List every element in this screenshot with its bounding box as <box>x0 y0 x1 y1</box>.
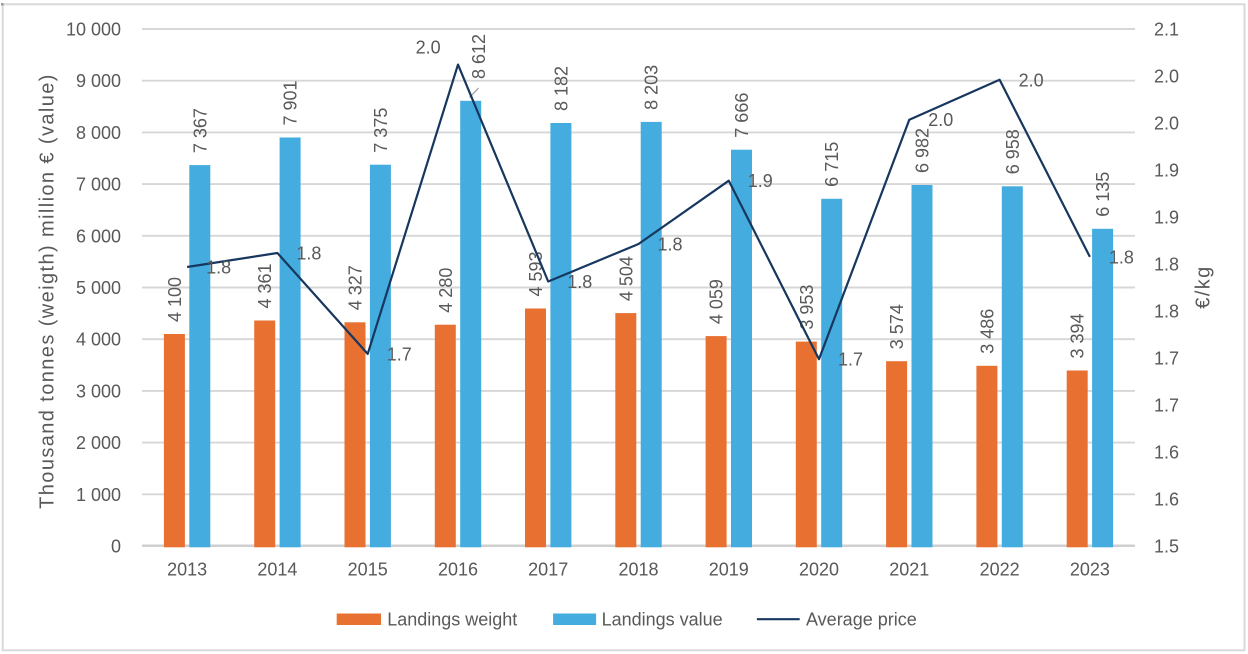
svg-text:1.8: 1.8 <box>206 258 231 278</box>
svg-text:3 486: 3 486 <box>977 309 997 354</box>
svg-text:2014: 2014 <box>257 560 297 580</box>
svg-text:1.9: 1.9 <box>1154 161 1179 181</box>
svg-text:4 504: 4 504 <box>616 256 636 301</box>
svg-text:8 203: 8 203 <box>642 65 662 110</box>
svg-text:8 612: 8 612 <box>469 34 489 79</box>
svg-text:3 000: 3 000 <box>76 381 121 401</box>
svg-text:5 000: 5 000 <box>76 278 121 298</box>
svg-text:4 327: 4 327 <box>346 265 366 310</box>
svg-text:8 000: 8 000 <box>76 123 121 143</box>
svg-text:1.8: 1.8 <box>658 235 683 255</box>
svg-text:3 394: 3 394 <box>1068 313 1088 358</box>
svg-text:1.6: 1.6 <box>1154 443 1179 463</box>
svg-text:1.7: 1.7 <box>1154 396 1179 416</box>
svg-text:2.0: 2.0 <box>416 38 441 58</box>
svg-text:Average price: Average price <box>806 610 917 630</box>
svg-text:6 982: 6 982 <box>913 128 933 173</box>
svg-text:7 901: 7 901 <box>281 80 301 125</box>
svg-text:2018: 2018 <box>618 560 658 580</box>
svg-text:9 000: 9 000 <box>76 71 121 91</box>
svg-text:2.0: 2.0 <box>1154 114 1179 134</box>
svg-text:2.1: 2.1 <box>1154 20 1179 40</box>
svg-text:2023: 2023 <box>1070 560 1110 580</box>
svg-text:2016: 2016 <box>438 560 478 580</box>
svg-text:1.7: 1.7 <box>838 350 863 370</box>
svg-text:1.8: 1.8 <box>1109 247 1134 267</box>
svg-text:8 182: 8 182 <box>551 66 571 111</box>
svg-text:3 953: 3 953 <box>797 285 817 330</box>
svg-text:2013: 2013 <box>167 560 207 580</box>
svg-text:1.9: 1.9 <box>748 171 773 191</box>
svg-text:1 000: 1 000 <box>76 485 121 505</box>
svg-text:Landings value: Landings value <box>602 610 723 630</box>
svg-text:1.7: 1.7 <box>387 344 412 364</box>
svg-text:€/kg: €/kg <box>1192 265 1214 308</box>
svg-text:7 367: 7 367 <box>190 108 210 153</box>
svg-text:1.5: 1.5 <box>1154 537 1179 557</box>
svg-text:6 135: 6 135 <box>1093 172 1113 217</box>
svg-text:4 000: 4 000 <box>76 330 121 350</box>
svg-text:Landings weight: Landings weight <box>387 610 517 630</box>
svg-text:2019: 2019 <box>709 560 749 580</box>
svg-text:4 280: 4 280 <box>436 268 456 313</box>
svg-text:2.0: 2.0 <box>1154 67 1179 87</box>
svg-text:4 059: 4 059 <box>707 279 727 324</box>
svg-text:2.0: 2.0 <box>928 110 953 130</box>
svg-text:2017: 2017 <box>528 560 568 580</box>
svg-text:2020: 2020 <box>799 560 839 580</box>
svg-text:0: 0 <box>111 537 121 557</box>
svg-text:6 000: 6 000 <box>76 226 121 246</box>
svg-text:1.8: 1.8 <box>1154 302 1179 322</box>
svg-text:1.7: 1.7 <box>1154 349 1179 369</box>
svg-text:4 593: 4 593 <box>526 251 546 296</box>
svg-text:2 000: 2 000 <box>76 433 121 453</box>
svg-text:2.0: 2.0 <box>1019 70 1044 90</box>
svg-text:Thousand tonnes (weigth) milli: Thousand tonnes (weigth) million € (valu… <box>37 73 59 509</box>
svg-text:3 574: 3 574 <box>887 304 907 349</box>
svg-text:7 666: 7 666 <box>732 93 752 138</box>
svg-text:2021: 2021 <box>889 560 929 580</box>
svg-text:2022: 2022 <box>980 560 1020 580</box>
svg-text:1.8: 1.8 <box>567 272 592 292</box>
svg-text:6 715: 6 715 <box>822 142 842 187</box>
svg-text:1.9: 1.9 <box>1154 208 1179 228</box>
svg-text:4 100: 4 100 <box>165 277 185 322</box>
svg-text:1.8: 1.8 <box>1154 255 1179 275</box>
svg-text:4 361: 4 361 <box>255 263 275 308</box>
svg-text:1.6: 1.6 <box>1154 490 1179 510</box>
svg-text:7 375: 7 375 <box>371 108 391 153</box>
svg-text:7 000: 7 000 <box>76 175 121 195</box>
svg-text:6 958: 6 958 <box>1003 129 1023 174</box>
svg-text:1.8: 1.8 <box>296 244 321 264</box>
svg-text:2015: 2015 <box>348 560 388 580</box>
svg-text:10 000: 10 000 <box>66 20 121 40</box>
